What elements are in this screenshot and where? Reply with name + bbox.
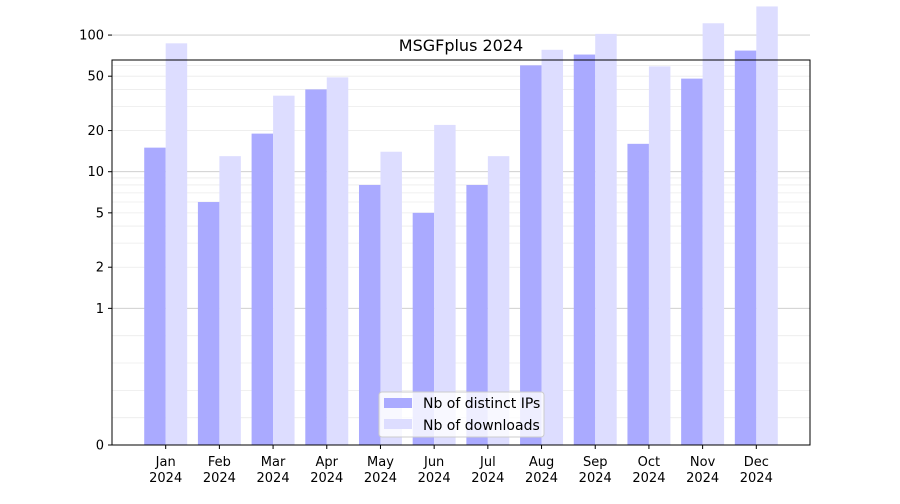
bar-downloads xyxy=(595,33,617,445)
x-tick-label-month: Jul xyxy=(479,455,496,470)
bar-distinct-ips xyxy=(197,202,220,445)
x-tick-label-year: 2024 xyxy=(579,471,612,486)
bar-downloads xyxy=(756,6,778,445)
x-tick-label-year: 2024 xyxy=(740,471,773,486)
legend-label-distinct-ips: Nb of distinct IPs xyxy=(423,396,540,412)
y-tick-label: 0 xyxy=(96,439,104,454)
x-tick-label-month: Jun xyxy=(423,455,444,470)
x-tick-label-year: 2024 xyxy=(203,471,236,486)
y-tick-label: 50 xyxy=(87,70,104,85)
bar-downloads xyxy=(219,156,241,445)
x-tick-label-month: Dec xyxy=(744,455,769,470)
x-tick-label-year: 2024 xyxy=(686,471,719,486)
y-tick-label: 5 xyxy=(96,206,104,221)
y-tick-label: 20 xyxy=(87,124,104,139)
bar-distinct-ips xyxy=(251,133,274,445)
x-tick-label-year: 2024 xyxy=(418,471,451,486)
bar-downloads xyxy=(487,156,510,445)
y-tick-label: 200 xyxy=(79,0,104,2)
bar-distinct-ips xyxy=(681,78,703,446)
x-tick-label-year: 2024 xyxy=(525,471,558,486)
y-tick-label: 100 xyxy=(79,29,104,44)
x-tick-label-month: Sep xyxy=(583,455,608,470)
y-axis: 01251020501002005001000 xyxy=(79,0,112,454)
bar-downloads xyxy=(326,77,349,445)
x-tick-label-month: May xyxy=(367,455,394,470)
y-tick-label: 1 xyxy=(96,302,104,317)
x-tick-label-month: Jan xyxy=(155,455,176,470)
bar-downloads xyxy=(273,95,295,445)
bar-downloads xyxy=(541,49,564,446)
x-tick-label-year: 2024 xyxy=(632,471,665,486)
bar-downloads xyxy=(702,23,725,446)
legend-swatch-distinct-ips xyxy=(384,398,412,408)
legend-box xyxy=(378,391,545,438)
y-tick-label: 2 xyxy=(96,261,104,276)
bar-downloads xyxy=(648,66,671,445)
legend-label-downloads: Nb of downloads xyxy=(423,418,540,434)
x-tick-label-month: Nov xyxy=(690,455,716,470)
legend-swatch-downloads xyxy=(384,419,412,429)
y-tick-label: 10 xyxy=(87,165,104,180)
bar-distinct-ips xyxy=(305,89,327,445)
bar-downloads xyxy=(434,124,456,446)
plot-frame xyxy=(111,59,811,446)
x-tick-label-month: Apr xyxy=(316,455,339,470)
x-tick-label-year: 2024 xyxy=(149,471,182,486)
bar-distinct-ips xyxy=(573,54,596,446)
bars xyxy=(144,6,778,446)
x-tick-label-month: Feb xyxy=(208,455,231,470)
bar-distinct-ips xyxy=(627,143,649,445)
x-tick-label-month: Aug xyxy=(529,455,554,470)
bar-distinct-ips xyxy=(520,65,542,446)
bar-downloads xyxy=(380,151,402,445)
bar-downloads xyxy=(165,43,188,445)
legend: Nb of distinct IPs Nb of downloads xyxy=(378,391,545,438)
x-tick-label-year: 2024 xyxy=(310,471,343,486)
bar-distinct-ips xyxy=(358,184,381,445)
x-tick-label-year: 2024 xyxy=(471,471,504,486)
x-tick-label-month: Oct xyxy=(638,455,660,470)
x-tick-label-year: 2024 xyxy=(257,471,290,486)
bar-distinct-ips xyxy=(412,212,435,445)
bar-distinct-ips xyxy=(144,147,166,445)
bar-distinct-ips xyxy=(734,50,757,446)
x-tick-label-month: Mar xyxy=(261,455,286,470)
x-axis: Jan2024Feb2024Mar2024Apr2024May2024Jun20… xyxy=(149,445,773,486)
chart-title: MSGFplus 2024 xyxy=(399,36,523,55)
bar-distinct-ips xyxy=(466,184,488,445)
x-tick-label-year: 2024 xyxy=(364,471,397,486)
